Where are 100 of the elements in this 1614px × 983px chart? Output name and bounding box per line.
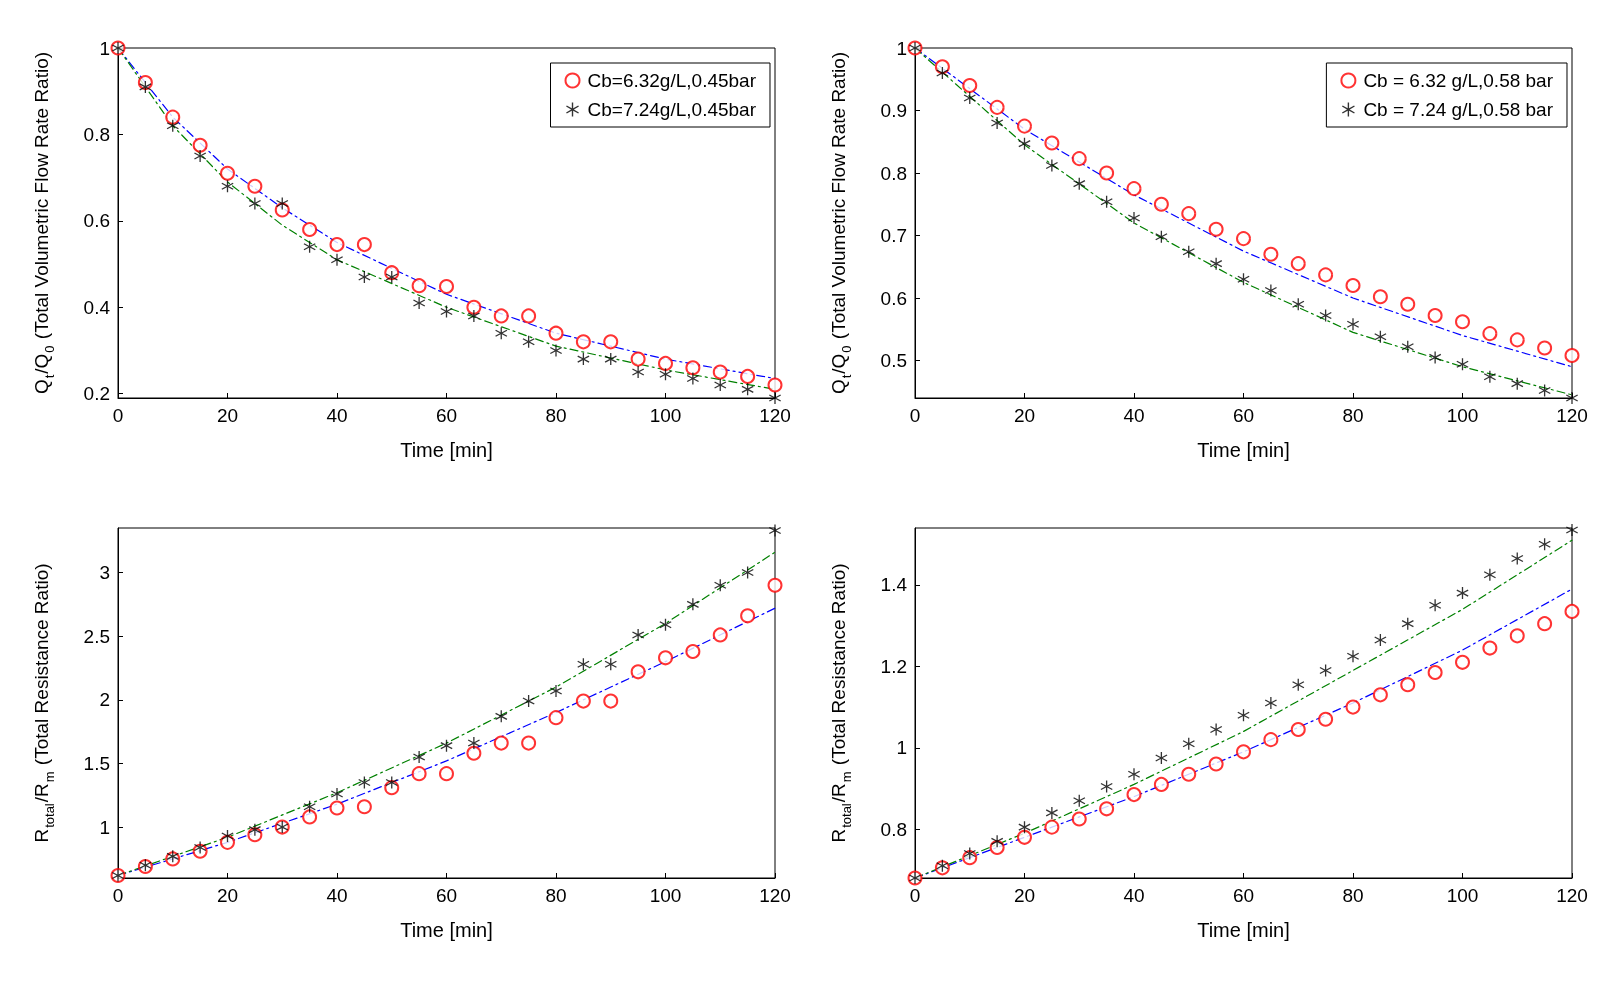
point bbox=[495, 327, 508, 340]
point bbox=[522, 695, 535, 708]
x-tick-label: 60 bbox=[1232, 405, 1255, 426]
y-tick-label: 0.8 bbox=[83, 123, 110, 145]
point bbox=[139, 80, 152, 93]
point bbox=[466, 745, 482, 761]
point bbox=[1347, 318, 1359, 331]
point bbox=[358, 776, 371, 789]
point bbox=[963, 92, 976, 104]
point bbox=[1372, 289, 1388, 305]
point bbox=[1347, 650, 1359, 663]
y-axis-title: Qt/Q0 (Total Volumetric Flow Rate Ratio) bbox=[827, 51, 854, 395]
point bbox=[603, 693, 619, 709]
point bbox=[385, 776, 398, 789]
point bbox=[221, 830, 234, 842]
point bbox=[1045, 159, 1058, 172]
x-tick-label: 0 bbox=[909, 885, 921, 906]
x-tick-label: 20 bbox=[1013, 405, 1036, 426]
point bbox=[1155, 751, 1168, 764]
point bbox=[221, 180, 234, 193]
y-tick-label: 1.5 bbox=[83, 752, 110, 774]
point bbox=[1153, 776, 1169, 792]
point bbox=[411, 278, 427, 294]
point bbox=[439, 279, 454, 295]
point bbox=[1482, 326, 1498, 342]
point bbox=[521, 735, 537, 751]
point bbox=[1482, 640, 1498, 656]
point bbox=[192, 137, 208, 153]
point bbox=[248, 823, 261, 836]
point bbox=[467, 737, 480, 750]
point bbox=[604, 658, 617, 671]
x-tick-label: 100 bbox=[1446, 885, 1479, 906]
point bbox=[741, 383, 754, 396]
point bbox=[1537, 340, 1553, 356]
point bbox=[767, 577, 783, 593]
point bbox=[1208, 756, 1224, 772]
point bbox=[1128, 212, 1140, 224]
x-tick-label: 60 bbox=[435, 885, 458, 906]
y-tick-label: 0.9 bbox=[880, 100, 907, 121]
point bbox=[1455, 314, 1470, 330]
x-tick-label: 40 bbox=[326, 405, 348, 426]
point bbox=[1372, 687, 1388, 703]
x-tick-label: 100 bbox=[649, 405, 682, 426]
point bbox=[658, 650, 673, 666]
y-tick-label: 0.8 bbox=[880, 162, 907, 184]
point bbox=[577, 353, 590, 366]
x-tick-label: 100 bbox=[649, 885, 682, 906]
y-axis-title: Rtotal/Rm (Total Resistance Ratio) bbox=[30, 563, 57, 843]
point bbox=[632, 628, 645, 641]
y-tick-label: 1 bbox=[896, 737, 907, 759]
point bbox=[1400, 296, 1416, 312]
point bbox=[1073, 794, 1086, 807]
point bbox=[1429, 351, 1442, 364]
point bbox=[1483, 568, 1496, 581]
point bbox=[1071, 151, 1087, 167]
point bbox=[1236, 231, 1251, 247]
x-tick-label: 100 bbox=[1446, 405, 1479, 426]
point bbox=[1538, 384, 1551, 397]
point bbox=[331, 788, 343, 800]
x-tick-label: 120 bbox=[759, 885, 791, 906]
point bbox=[1292, 678, 1305, 691]
point bbox=[1071, 811, 1087, 827]
y-tick-label: 3 bbox=[99, 562, 110, 584]
point bbox=[1182, 245, 1195, 258]
point bbox=[685, 360, 701, 376]
x-tick-label: 20 bbox=[216, 885, 239, 906]
point bbox=[1264, 284, 1277, 297]
point bbox=[603, 334, 619, 350]
point bbox=[302, 221, 318, 237]
point bbox=[1509, 332, 1525, 348]
point bbox=[329, 237, 345, 253]
x-tick-label: 40 bbox=[326, 885, 348, 906]
point bbox=[1044, 819, 1060, 835]
y-tick-label: 2 bbox=[99, 689, 110, 711]
x-tick-label: 80 bbox=[1342, 885, 1364, 906]
x-axis-title: Time [min] bbox=[400, 439, 493, 461]
point bbox=[329, 800, 345, 816]
point bbox=[303, 240, 316, 253]
y-tick-label: 0.5 bbox=[880, 350, 907, 371]
point bbox=[1511, 377, 1524, 390]
point bbox=[1401, 340, 1414, 353]
point bbox=[1564, 603, 1580, 619]
point bbox=[495, 710, 508, 723]
x-tick-label: 0 bbox=[909, 405, 921, 426]
point bbox=[1374, 633, 1387, 646]
point bbox=[356, 237, 372, 253]
x-tick-label: 0 bbox=[112, 885, 124, 906]
point bbox=[1456, 358, 1469, 371]
point bbox=[1318, 711, 1334, 727]
point bbox=[1566, 524, 1578, 537]
point bbox=[413, 296, 426, 309]
point bbox=[331, 253, 343, 266]
x-tick-label: 20 bbox=[216, 405, 239, 426]
point bbox=[493, 308, 509, 324]
point bbox=[1153, 196, 1169, 212]
y-tick-label: 0.6 bbox=[880, 287, 907, 309]
x-axis-title: Time [min] bbox=[400, 919, 493, 941]
y-axis-title: Rtotal/Rm (Total Resistance Ratio) bbox=[827, 563, 854, 843]
point bbox=[740, 368, 756, 384]
point bbox=[630, 351, 646, 367]
